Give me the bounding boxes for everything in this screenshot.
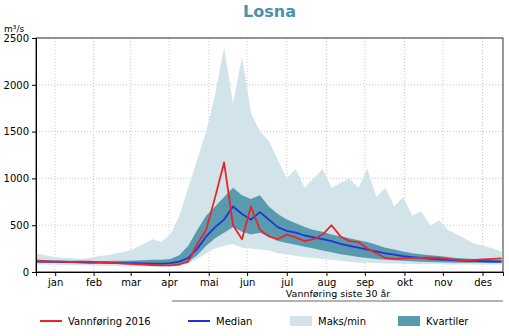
tick-label: 1500 — [4, 126, 29, 137]
legend-label: Median — [216, 316, 252, 327]
tick-label: 2000 — [4, 80, 29, 91]
legend-title: Vannføring siste 30 år — [286, 288, 390, 299]
tick-mark — [32, 85, 36, 86]
grid-line — [55, 38, 56, 272]
tick-label: nov — [434, 277, 452, 288]
axis-line — [37, 273, 504, 277]
grid-line — [36, 131, 503, 132]
tick: 1500 — [4, 126, 36, 137]
tick: 0 — [23, 267, 36, 278]
legend-label: Vannføring 2016 — [68, 316, 151, 327]
tick-label: aug — [318, 277, 337, 288]
tick: apr — [161, 272, 178, 288]
grid-line — [482, 38, 483, 272]
tick-mark — [326, 272, 327, 276]
line — [36, 206, 502, 263]
grid-line — [130, 38, 131, 272]
y-axis: 0 500 1000 1500 2000 2500 — [4, 33, 37, 278]
tick-label: 0 — [23, 267, 29, 278]
tick-mark — [32, 272, 36, 273]
tick-label: 500 — [10, 220, 29, 231]
legend-swatch — [188, 320, 210, 322]
legend: Vannføring siste 30 år Vannføring 2016 Med… — [40, 288, 503, 327]
legend-item: Median — [188, 316, 252, 327]
legend-item: Vannføring 2016 — [40, 316, 151, 327]
tick-mark — [131, 272, 132, 276]
tick-mark — [32, 132, 36, 133]
legend-item: Kvartiler — [398, 316, 469, 327]
x-axis: jan feb mar apr mai jun jul aug sep okt nov des — [37, 272, 504, 288]
tick: 2000 — [4, 80, 36, 91]
tick: mai — [200, 272, 219, 288]
tick-label: jul — [280, 277, 293, 288]
tick-mark — [365, 272, 366, 276]
axis-line — [32, 39, 37, 273]
tick-mark — [32, 38, 36, 39]
plot-area — [36, 47, 502, 266]
title: Losna — [243, 2, 296, 21]
tick: okt — [397, 272, 413, 288]
chart: Losnam³/s05001000150020002500janfebmarap… — [0, 0, 509, 336]
tick-label: sep — [356, 277, 374, 288]
grid-line — [93, 38, 94, 272]
legend-label: Maks/min — [318, 316, 366, 327]
legend-label: Kvartiler — [426, 316, 469, 327]
tick-label: 1000 — [4, 173, 29, 184]
tick: feb — [86, 272, 102, 288]
tick-mark — [32, 178, 36, 179]
tick: jan — [47, 272, 63, 288]
tick-mark — [209, 272, 210, 276]
legend-divider — [172, 301, 503, 302]
tick: sep — [356, 272, 374, 288]
tick-label: okt — [397, 277, 413, 288]
tick-mark — [404, 272, 405, 276]
tick-label: 2500 — [4, 33, 29, 44]
tick: mar — [121, 272, 142, 288]
plot-frame — [36, 38, 503, 272]
tick-mark — [287, 272, 288, 276]
tick-mark — [55, 272, 56, 276]
tick-label: jan — [47, 277, 63, 288]
tick-label: mar — [121, 277, 142, 288]
tick-label: des — [474, 277, 492, 288]
tick-label: mai — [200, 277, 219, 288]
tick-label: feb — [86, 277, 102, 288]
tick-label: jun — [239, 277, 255, 288]
tick: 2500 — [4, 33, 36, 44]
tick-label: apr — [161, 277, 178, 288]
tick-mark — [247, 272, 248, 276]
tick-mark — [94, 272, 95, 276]
tick: 500 — [10, 220, 36, 231]
tick: jun — [239, 272, 255, 288]
tick-mark — [169, 272, 170, 276]
tick-mark — [483, 272, 484, 276]
legend-swatch — [40, 320, 62, 322]
tick-mark — [32, 225, 36, 226]
legend-item: Maks/min — [290, 316, 366, 327]
legend-swatch — [290, 316, 312, 326]
tick: nov — [434, 272, 452, 288]
tick-mark — [443, 272, 444, 276]
band — [36, 188, 502, 265]
grid — [36, 38, 503, 272]
line — [36, 162, 502, 265]
tick: des — [474, 272, 492, 288]
tick: 1000 — [4, 173, 36, 184]
tick: jul — [280, 272, 293, 288]
tick: aug — [318, 272, 337, 288]
band — [36, 47, 502, 266]
legend-swatch — [398, 316, 420, 326]
grid-line — [36, 84, 503, 85]
